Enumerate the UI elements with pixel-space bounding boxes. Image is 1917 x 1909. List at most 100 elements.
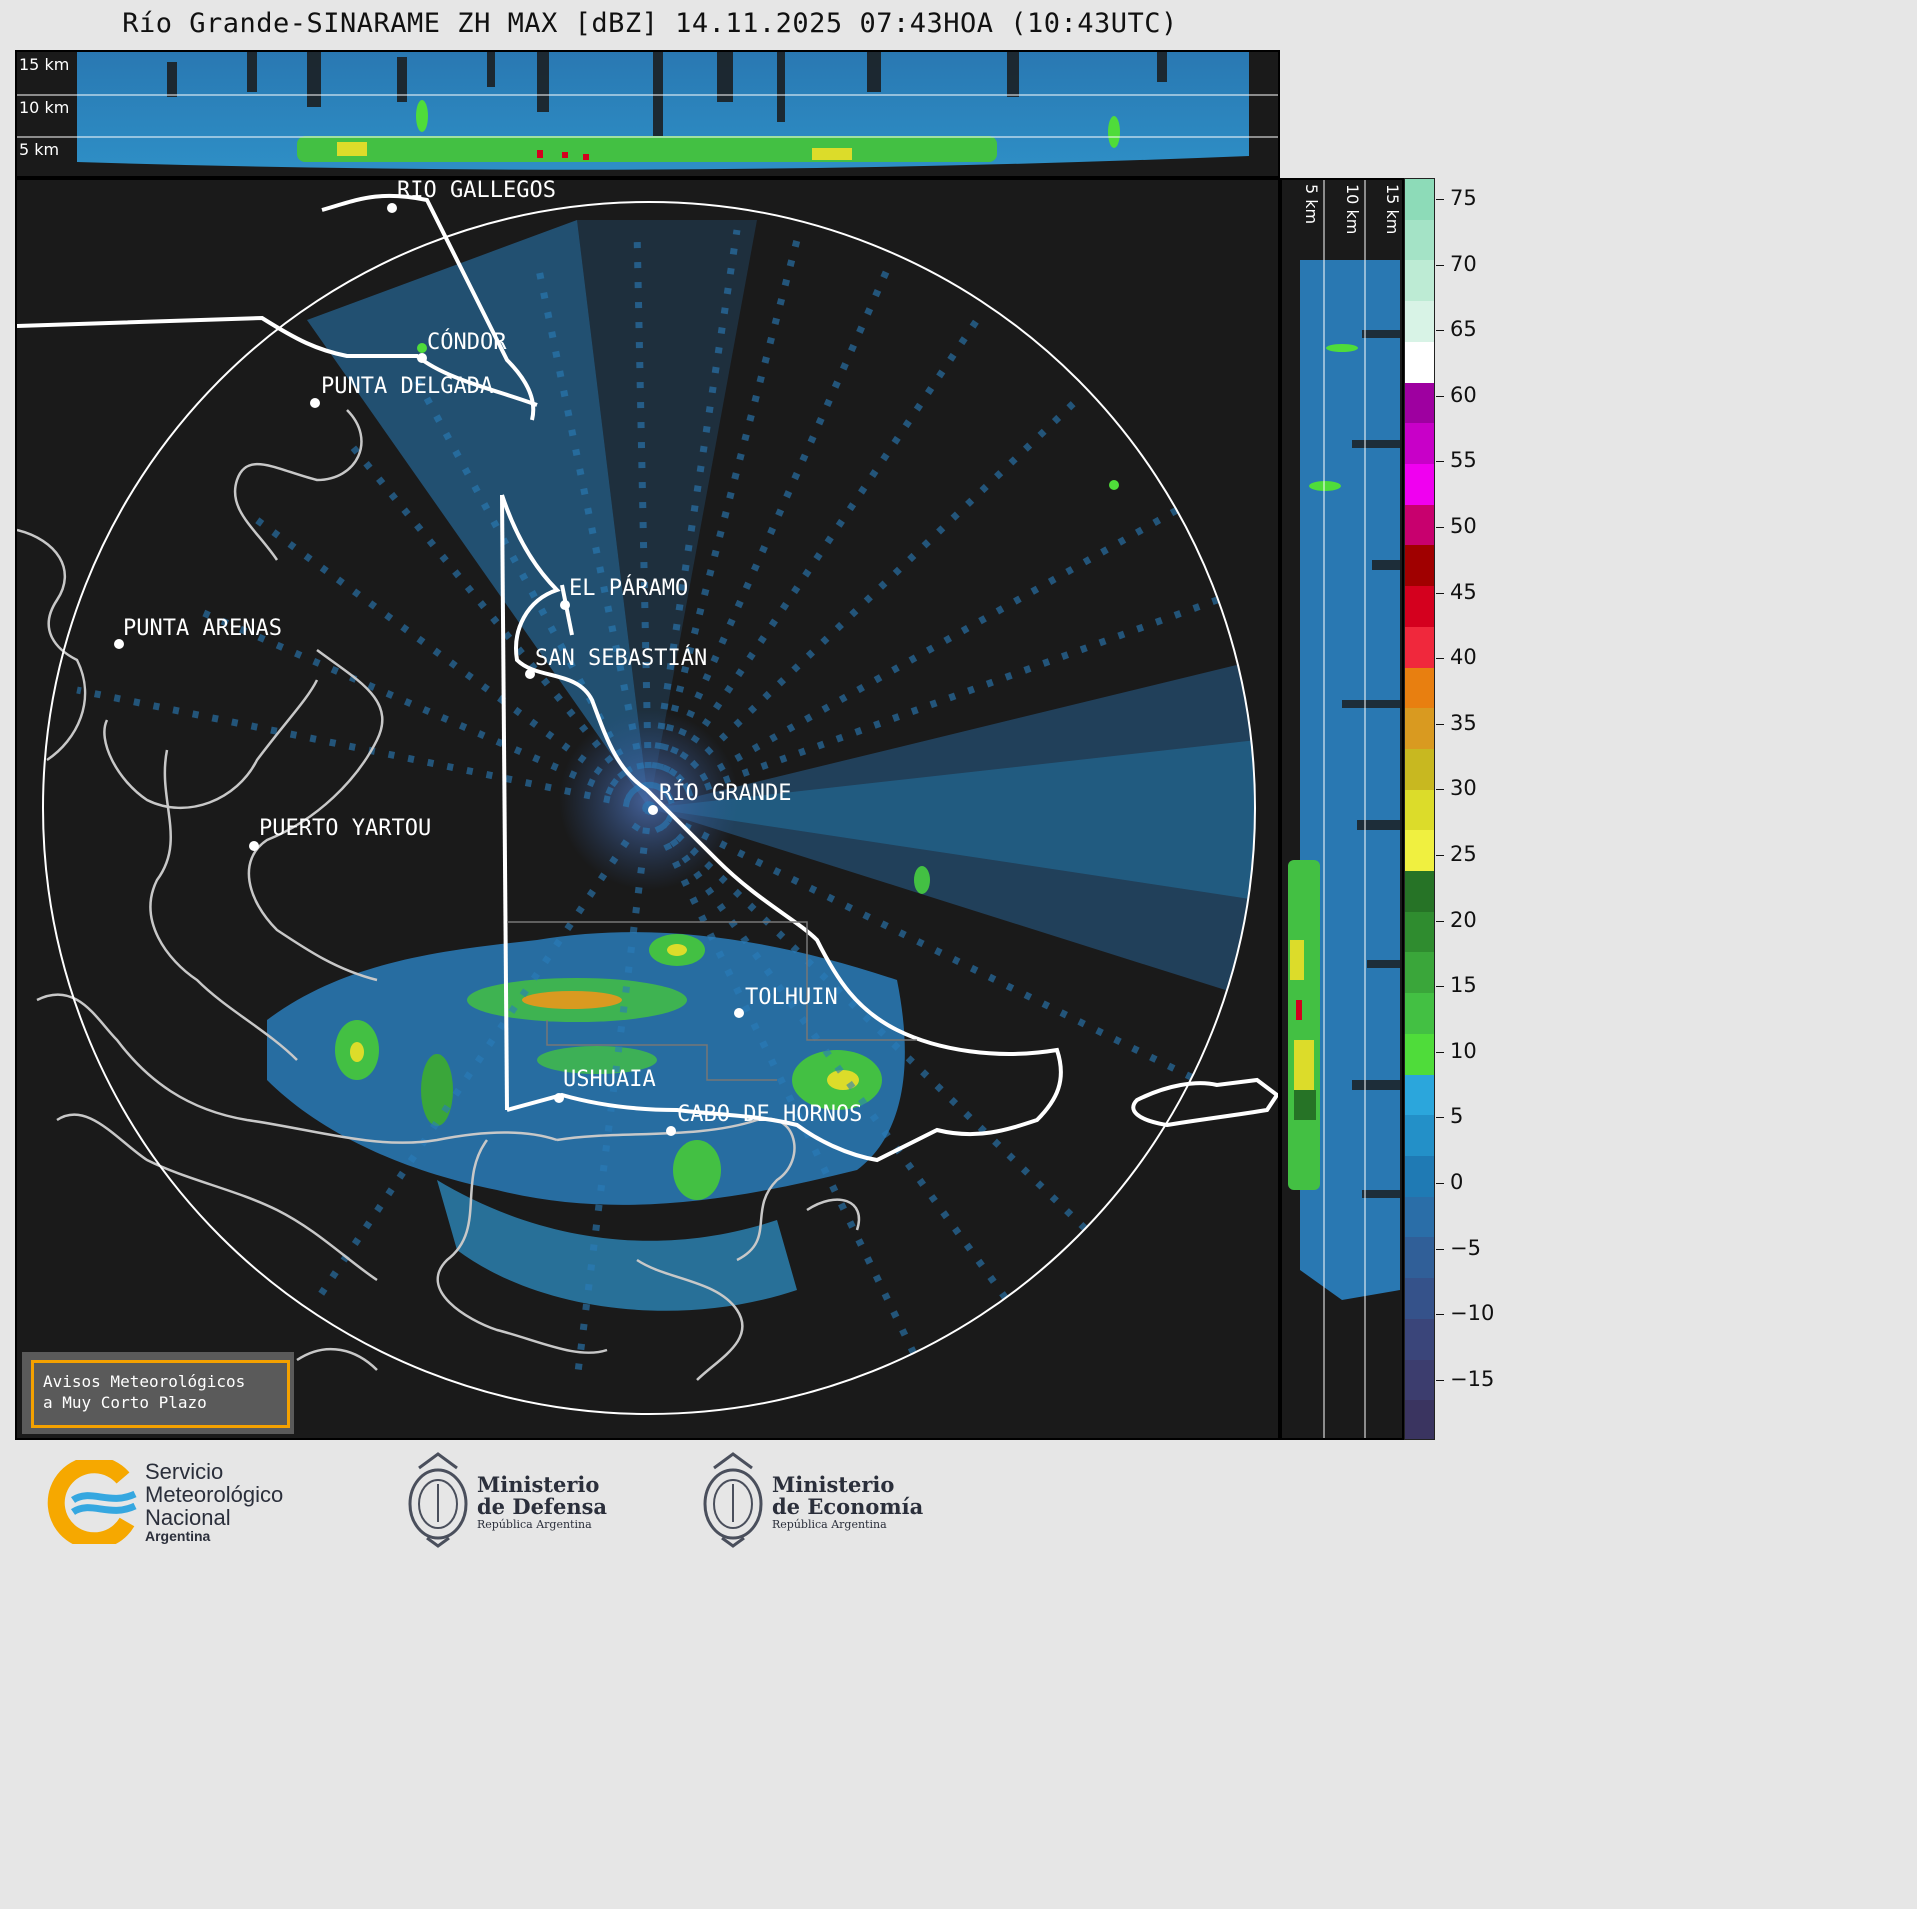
city-label-ushuaia: USHUAIA	[563, 1067, 656, 1092]
city-label-san-sebastian: SAN SEBASTIÁN	[535, 646, 708, 671]
warning-box-frame: Avisos Meteorológicos a Muy Corto Plazo	[31, 1360, 290, 1428]
colorbar-swatch	[1405, 586, 1434, 628]
colorbar-tick-label: 70	[1450, 251, 1477, 276]
height-label-5km: 5 km	[19, 140, 60, 159]
city-label-tolhuin: TOLHUIN	[745, 985, 838, 1010]
colorbar-swatch	[1405, 301, 1434, 343]
colorbar-tick-label: 5	[1450, 1104, 1464, 1129]
top-profile-echoes	[17, 52, 1278, 170]
top-height-profile-panel: 15 km 10 km 5 km	[15, 50, 1280, 178]
colorbar-tick	[1436, 789, 1444, 791]
colorbar-tick	[1436, 527, 1444, 528]
colorbar-tick	[1436, 592, 1444, 594]
colorbar-swatch	[1405, 789, 1434, 832]
colorbar-swatch	[1405, 1033, 1434, 1076]
colorbar-tick-label: 65	[1450, 317, 1477, 342]
smn-logo: Servicio Meteorológico Nacional Argentin…	[45, 1458, 325, 1548]
colorbar-tick-label: 40	[1450, 645, 1477, 670]
colorbar-tick-label: 55	[1450, 448, 1477, 473]
range-ring	[42, 201, 1256, 1415]
colorbar-swatch	[1405, 748, 1434, 791]
national-seal-icon	[703, 1452, 763, 1548]
radar-echoes	[76, 220, 1255, 1381]
colorbar-tick-label: 75	[1450, 186, 1477, 210]
colorbar-swatch	[1405, 219, 1434, 262]
colorbar-swatch	[1405, 463, 1434, 506]
colorbar-tick	[1436, 461, 1444, 463]
side-height-label-5km: 5 km	[1302, 184, 1321, 225]
colorbar-tick	[1436, 1117, 1444, 1119]
colorbar-swatch	[1405, 993, 1434, 1035]
warning-line1: Avisos Meteorológicos	[43, 1372, 246, 1391]
city-label-condor: CÓNDOR	[427, 330, 507, 355]
defensa-line3: República Argentina	[477, 1518, 592, 1531]
city-label-puerto-yartou: PUERTO YARTOU	[259, 816, 432, 841]
dbz-colorbar	[1404, 178, 1435, 1440]
side-profile-echoes	[1288, 180, 1402, 1438]
city-label-punta-delgada: PUNTA DELGADA	[321, 374, 494, 399]
side-height-label-10km: 10 km	[1343, 184, 1362, 235]
colorbar-tick	[1436, 855, 1444, 856]
colorbar-tick	[1436, 920, 1444, 922]
colorbar-tick-label: 10	[1450, 1038, 1477, 1063]
colorbar-swatch	[1405, 1278, 1434, 1320]
colorbar-tick	[1436, 723, 1444, 725]
colorbar-tick-label: −5	[1450, 1235, 1481, 1260]
warning-box: Avisos Meteorológicos a Muy Corto Plazo	[22, 1352, 294, 1434]
ministerio-defensa-logo: Ministerio de Defensa República Argentin…	[405, 1450, 635, 1550]
smn-line4: Argentina	[145, 1528, 211, 1544]
colorbar-tick	[1436, 1051, 1444, 1053]
colorbar-tick-label: 20	[1450, 907, 1477, 932]
colorbar-swatch	[1405, 911, 1434, 954]
colorbar-swatch	[1405, 1074, 1434, 1117]
colorbar-swatch	[1405, 830, 1434, 873]
height-label-10km: 10 km	[19, 98, 70, 117]
colorbar-swatch	[1405, 952, 1434, 995]
colorbar-tick	[1436, 1248, 1444, 1250]
colorbar-tick	[1436, 986, 1444, 988]
colorbar-tick	[1436, 264, 1444, 266]
city-label-cabo-de-hornos: CABO DE HORNOS	[677, 1102, 863, 1127]
colorbar-swatch	[1405, 667, 1434, 710]
radar-map-svg	[17, 193, 1278, 1415]
colorbar-swatch	[1405, 1237, 1434, 1280]
colorbar-swatch	[1405, 382, 1434, 425]
colorbar-tick-label: 30	[1450, 776, 1477, 801]
colorbar-swatch	[1405, 871, 1434, 913]
colorbar-swatch	[1405, 504, 1434, 547]
side-height-profile-panel: 5 km 10 km 15 km	[1280, 178, 1404, 1440]
warning-line2: a Muy Corto Plazo	[43, 1393, 207, 1412]
economia-line2: de Economía	[772, 1494, 924, 1519]
borders	[17, 193, 1278, 1163]
colorbar-swatch	[1405, 1156, 1434, 1198]
coastlines	[17, 409, 861, 1381]
side-height-label-15km: 15 km	[1383, 184, 1402, 235]
colorbar-swatch	[1405, 1115, 1434, 1158]
defensa-line1: Ministerio	[477, 1472, 600, 1497]
colorbar-tick	[1436, 1183, 1444, 1184]
map-title: Río Grande-SINARAME ZH MAX [dBZ] 14.11.2…	[122, 8, 1178, 39]
colorbar-tick	[1436, 199, 1444, 200]
colorbar-swatch	[1405, 545, 1434, 588]
colorbar-swatch	[1405, 1400, 1434, 1439]
city-markers	[114, 203, 744, 1136]
colorbar-swatch	[1405, 1318, 1434, 1361]
colorbar-tick	[1436, 330, 1444, 332]
radar-map-panel: RÍO GALLEGOS CÓNDOR PUNTA DELGADA PUNTA …	[15, 178, 1280, 1440]
colorbar-tick-label: 45	[1450, 579, 1477, 604]
colorbar-tick-label: 50	[1450, 514, 1477, 538]
ministerio-economia-logo: Ministerio de Economía República Argenti…	[700, 1450, 930, 1550]
colorbar-tick	[1436, 1379, 1444, 1381]
colorbar-tick-label: 15	[1450, 973, 1477, 998]
colorbar-swatch	[1405, 708, 1434, 750]
colorbar-tick-label: 35	[1450, 710, 1477, 735]
colorbar-tick-label: 60	[1450, 382, 1477, 407]
city-label-el-paramo: EL PÁRAMO	[569, 576, 689, 601]
colorbar-swatch	[1405, 1196, 1434, 1239]
height-label-15km: 15 km	[19, 55, 70, 74]
city-label-punta-arenas: PUNTA ARENAS	[123, 616, 282, 641]
colorbar-swatch	[1405, 179, 1434, 221]
colorbar-tick	[1436, 658, 1444, 660]
colorbar-swatch	[1405, 423, 1434, 465]
economia-line1: Ministerio	[772, 1472, 895, 1497]
